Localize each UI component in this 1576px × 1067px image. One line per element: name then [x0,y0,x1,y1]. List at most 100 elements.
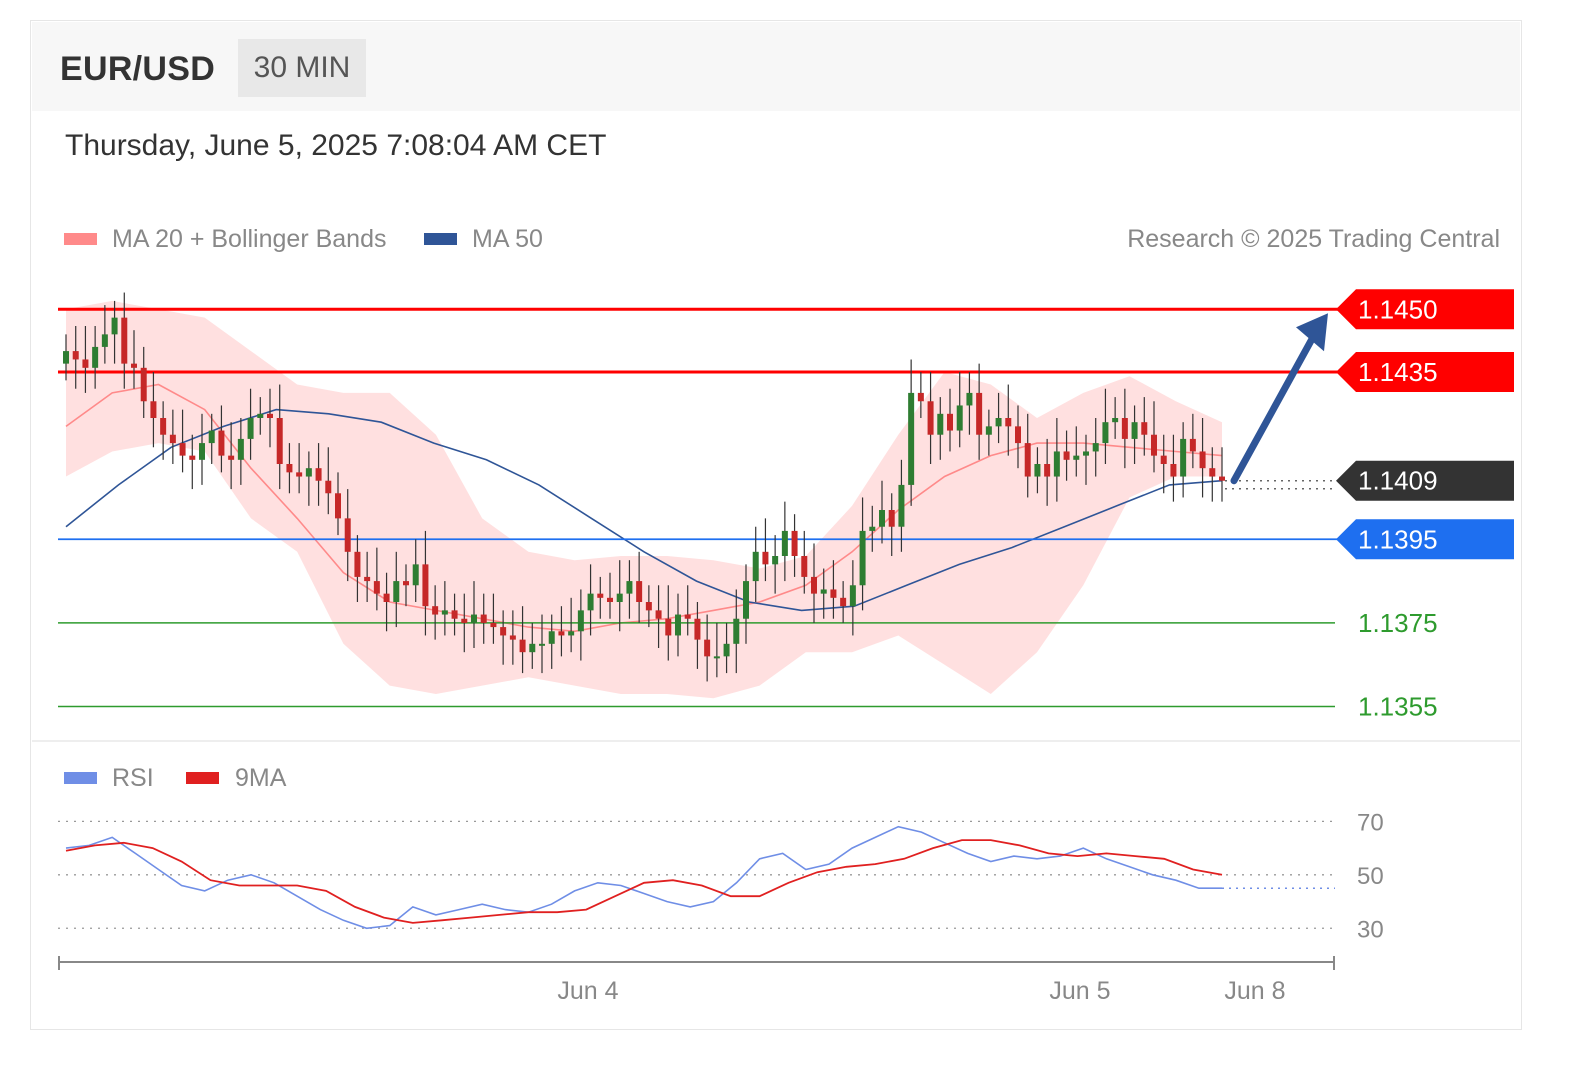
bearish-candle [947,413,953,431]
bullish-candle [101,334,108,347]
bullish-candle [859,530,866,586]
bullish-candle [733,618,740,644]
timeframe-badge[interactable]: 30 MIN [238,39,366,97]
pivot-level-tag [1336,519,1514,560]
bullish-candle [92,346,99,368]
bullish-candle [713,656,720,659]
bullish-candle [772,556,779,565]
bearish-candle [558,631,565,636]
bearish-candle [480,614,487,623]
bearish-candle [694,618,701,640]
pivot-level-label: 1.1395 [1358,524,1438,554]
bearish-candle [150,401,157,418]
bullish-candle [587,593,594,611]
bearish-candle [1160,455,1167,464]
bullish-candle [879,510,885,527]
rsi-panel: 70 50 30 [58,809,1384,943]
bullish-candle [63,351,69,364]
bullish-candle [577,610,584,632]
bearish-candle [315,468,322,481]
bullish-candle [966,392,973,406]
bearish-candle [364,576,371,582]
bearish-candle [1121,418,1128,439]
bearish-candle [228,455,235,460]
bullish-candle [616,593,623,602]
resistance-level-tag [1336,289,1514,330]
bearish-candle [189,455,196,460]
bearish-candle [917,392,924,402]
chart-header: EUR/USD 30 MIN [32,22,1520,111]
bearish-candle [1015,426,1021,444]
bearish-candle [383,593,390,602]
bearish-candle [1189,438,1196,452]
bearish-candle [1151,434,1157,456]
time-axis: Jun 4 Jun 5 Jun 8 [58,956,1335,1005]
timestamp: Thursday, June 5, 2025 7:08:04 AM CET [65,129,607,162]
bearish-candle [1005,418,1012,427]
support-level-label: 1.1375 [1358,608,1438,638]
bearish-candle [976,392,983,435]
bearish-candle [373,581,380,594]
bearish-candle [179,443,186,456]
bullish-candle [1053,451,1060,477]
bearish-candle [354,551,361,577]
bullish-candle [568,631,575,636]
bearish-candle [82,359,89,368]
symbol-title: EUR/USD [60,50,216,88]
bearish-candle [1170,464,1177,477]
bearish-candle [704,639,711,657]
rsi-legend-swatch [64,772,97,784]
bullish-candle [937,413,944,435]
bearish-candle [461,618,468,623]
bearish-candle [597,593,604,598]
bearish-candle [801,556,808,577]
bullish-candle [1034,464,1041,477]
rsi-tick-label: 30 [1357,916,1384,943]
ma20-legend-swatch [64,233,97,245]
rsi-ma-legend-swatch [186,772,219,784]
bearish-candle [830,589,837,598]
bearish-candle [655,610,662,619]
bearish-candle [888,510,895,527]
bearish-candle [403,581,409,586]
rsi-line [65,825,1222,930]
bearish-candle [344,518,351,552]
bearish-candle [276,418,283,464]
bearish-candle [607,597,613,602]
resistance-level-label: 1.1435 [1358,357,1438,387]
last-level-tag [1336,460,1514,501]
bearish-candle [684,614,691,619]
bullish-candle [247,418,254,439]
bullish-candle [995,418,1002,427]
bullish-candle [393,581,400,602]
bullish-candle [548,631,555,644]
bearish-candle [840,597,847,607]
last-level-label: 1.1409 [1358,466,1438,496]
bearish-candle [927,401,934,435]
bullish-candle [1131,422,1138,439]
bullish-candle [539,643,545,646]
bullish-candle [752,551,759,582]
bullish-candle [1180,438,1187,477]
bearish-candle [1063,451,1070,460]
bearish-candle [1044,464,1051,477]
bearish-candle [218,430,225,456]
bullish-candle [305,468,312,477]
bullish-candle [441,610,448,615]
bearish-candle [160,418,167,435]
bearish-candle [762,551,769,565]
bullish-candle [743,581,749,619]
bearish-candle [451,610,458,619]
rsi-legend-label: RSI [112,764,154,792]
bullish-candle [1112,418,1119,423]
bearish-candle [286,464,293,473]
bearish-candle [791,530,798,556]
date-tick-label: Jun 5 [1049,977,1110,1005]
bullish-candle [985,426,992,435]
bearish-candle [432,606,439,615]
bullish-candle [908,392,915,485]
bearish-candle [131,363,137,368]
ma50-legend-label: MA 50 [472,225,543,253]
forecast-arrow [1230,313,1328,485]
bearish-candle [1209,468,1216,477]
